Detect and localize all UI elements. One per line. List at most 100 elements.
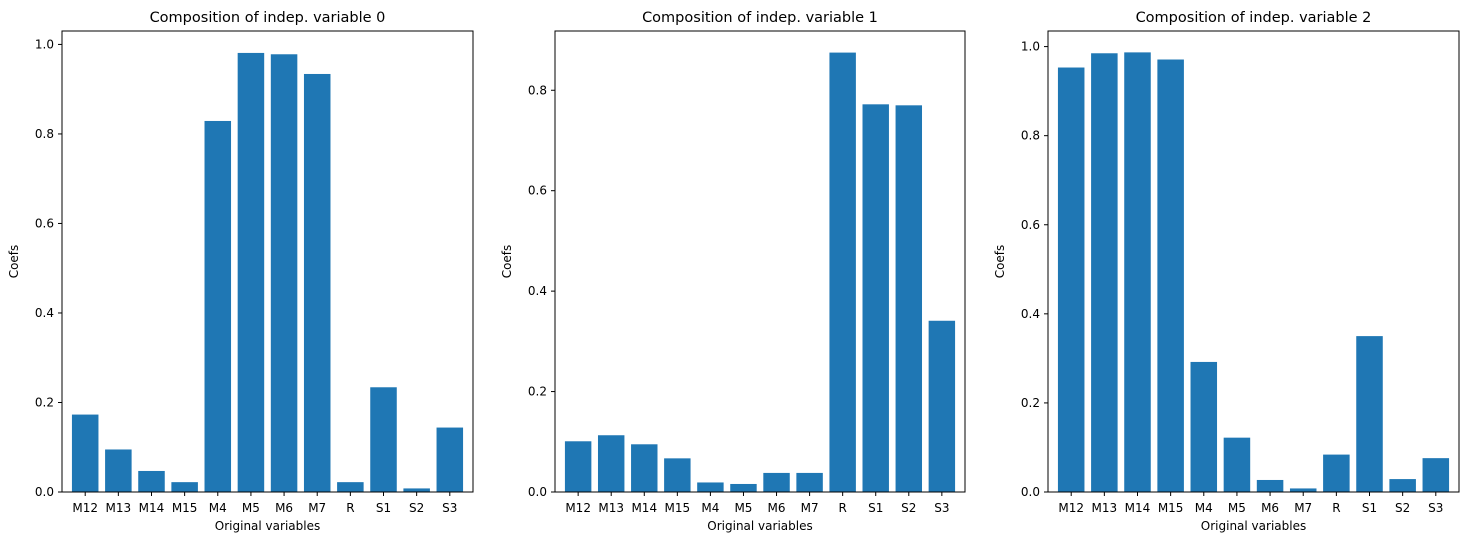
x-tick-label: M13 <box>1092 501 1118 515</box>
chart-title: Composition of indep. variable 2 <box>1136 10 1372 26</box>
y-tick-label: 0.0 <box>35 485 54 499</box>
bar-m6 <box>270 54 298 493</box>
bar-m4 <box>697 482 724 492</box>
x-tick-label: S2 <box>901 501 916 515</box>
bar-m15 <box>664 458 691 492</box>
y-tick-label: 1.0 <box>1021 40 1040 54</box>
y-tick-label: 1.0 <box>35 37 54 51</box>
axes-frame <box>61 30 474 493</box>
x-tick-label: R <box>1332 501 1340 515</box>
y-tick-label: 0.2 <box>1021 396 1040 410</box>
bar-m14 <box>1124 52 1151 492</box>
x-tick-label: M6 <box>1261 501 1279 515</box>
bar-r <box>829 52 856 493</box>
bar-s2 <box>1389 479 1416 492</box>
x-tick-label: M14 <box>631 501 657 515</box>
x-axis-label: Original variables <box>215 519 320 533</box>
bar-s1 <box>370 387 397 492</box>
bar-m14 <box>631 444 658 492</box>
bar-m14 <box>138 470 165 492</box>
x-tick-label: S3 <box>1428 501 1443 515</box>
bar-s3 <box>928 320 956 492</box>
x-tick-label: M7 <box>801 501 819 515</box>
chart-panel-1: M12 M13 M14 M15 M4 M5 M6 M7 R S1 S2 S3 0.0 0.2 0.4 0.6 0… <box>500 10 966 533</box>
x-tick-label: M7 <box>308 501 326 515</box>
axes-frame <box>554 30 966 493</box>
bar-m5 <box>237 52 265 493</box>
bar-m13 <box>597 435 625 492</box>
x-axis-label: Original variables <box>707 519 812 533</box>
y-tick-label: 0.8 <box>528 83 547 97</box>
x-tick-label: M5 <box>242 501 260 515</box>
bar-m7 <box>796 472 823 492</box>
x-tick-label: M4 <box>701 501 719 515</box>
chart-panel-2: M12 M13 M14 M15 M4 M5 M6 M7 R S1 S2 S3 0.0 0.2 0.4 0.6 0… <box>993 10 1460 533</box>
x-tick-label: S3 <box>442 501 457 515</box>
x-tick-label: M6 <box>768 501 786 515</box>
y-tick-label: 0.0 <box>1021 485 1040 499</box>
y-tick-label: 0.4 <box>528 284 547 298</box>
bar-r <box>337 482 364 492</box>
y-axis-label: Coefs <box>7 245 21 279</box>
bar-m7 <box>303 73 331 492</box>
bar-m15 <box>171 482 198 492</box>
y-tick-label: 0.6 <box>528 184 547 198</box>
x-tick-label: M15 <box>665 501 691 515</box>
y-tick-label: 0.4 <box>35 306 54 320</box>
bar-m13 <box>1091 53 1118 493</box>
y-axis-label: Coefs <box>500 245 514 279</box>
x-tick-label: M12 <box>1058 501 1084 515</box>
x-tick-label: M5 <box>1228 501 1246 515</box>
y-tick-label: 0.2 <box>35 395 54 409</box>
x-tick-label: M5 <box>734 501 752 515</box>
x-tick-label: M14 <box>1125 501 1151 515</box>
bar-s1 <box>1356 336 1383 492</box>
bar-s1 <box>862 104 889 492</box>
bar-r <box>1323 454 1350 492</box>
x-tick-label: M4 <box>1195 501 1213 515</box>
x-tick-label: M13 <box>106 501 132 515</box>
x-tick-label: M7 <box>1294 501 1312 515</box>
bar-m12 <box>1057 67 1085 493</box>
x-tick-label: M14 <box>139 501 165 515</box>
bar-m15 <box>1157 59 1184 492</box>
bar-m12 <box>564 441 592 492</box>
bar-s2 <box>895 105 923 492</box>
y-tick-label: 0.8 <box>1021 129 1040 143</box>
chart-title: Composition of indep. variable 1 <box>642 10 878 26</box>
y-tick-label: 0.6 <box>35 216 54 230</box>
x-tick-label: S1 <box>376 501 391 515</box>
bar-s3 <box>436 427 464 492</box>
axes-frame <box>1047 30 1460 493</box>
chart-panel-0: M12 M13 M14 M15 M4 M5 M6 M7 R S1 S2 S3 0.0 0.2 0.4 0.6 0… <box>7 10 474 533</box>
x-tick-label: M13 <box>598 501 624 515</box>
bar-s2 <box>403 488 430 492</box>
x-tick-label: S2 <box>1395 501 1410 515</box>
bar-s3 <box>1422 458 1450 492</box>
bar-m4 <box>204 120 232 493</box>
x-tick-label: R <box>346 501 354 515</box>
y-tick-label: 0.4 <box>1021 307 1040 321</box>
x-tick-label: R <box>838 501 846 515</box>
bar-m12 <box>71 414 99 492</box>
x-tick-label: S1 <box>868 501 883 515</box>
x-tick-label: S2 <box>409 501 424 515</box>
bar-m5 <box>730 483 757 492</box>
x-tick-label: M6 <box>275 501 293 515</box>
bar-m4 <box>1190 361 1218 492</box>
y-tick-label: 0.8 <box>35 127 54 141</box>
x-tick-label: M4 <box>209 501 227 515</box>
x-tick-label: M15 <box>1158 501 1184 515</box>
bar-m7 <box>1289 488 1317 492</box>
x-tick-label: M12 <box>72 501 98 515</box>
x-tick-label: M15 <box>172 501 198 515</box>
bar-m13 <box>105 449 132 492</box>
y-tick-label: 0.2 <box>528 385 547 399</box>
x-tick-label: S3 <box>934 501 949 515</box>
x-axis-label: Original variables <box>1201 519 1306 533</box>
bar-m6 <box>763 472 790 492</box>
y-axis-label: Coefs <box>993 245 1007 279</box>
x-tick-label: M12 <box>565 501 591 515</box>
bar-m5 <box>1223 437 1251 492</box>
